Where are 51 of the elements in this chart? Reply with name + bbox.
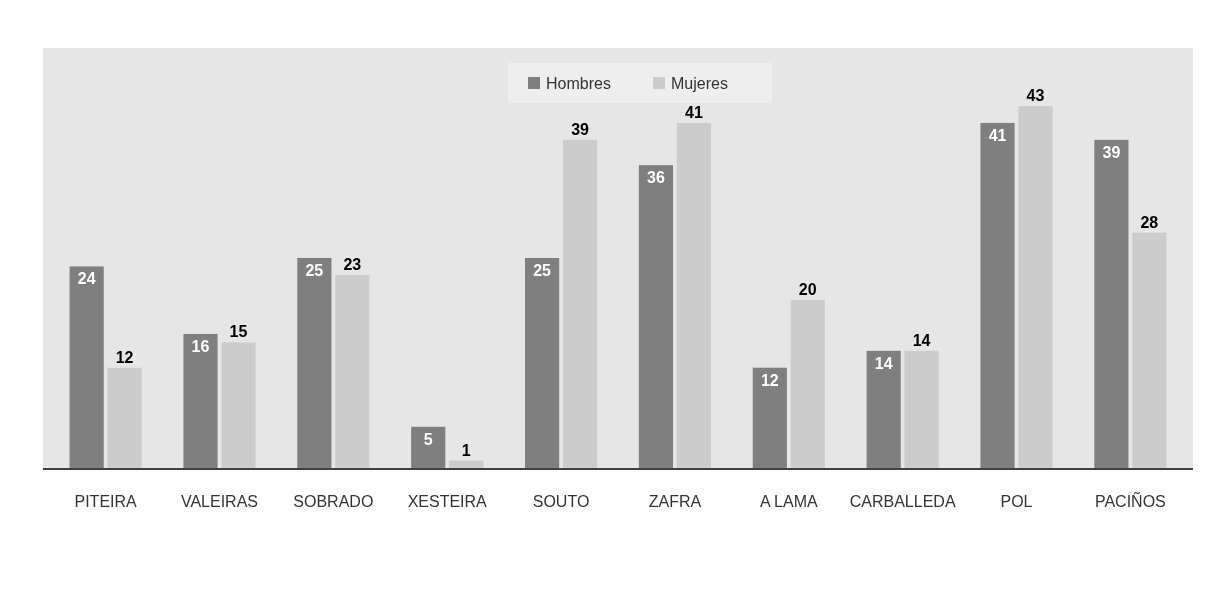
data-label: 25 [533, 261, 552, 279]
bar [297, 257, 332, 469]
data-label: 1 [461, 441, 471, 459]
x-tick-label: CARBALLEDA [849, 493, 956, 510]
legend-label: Hombres [546, 75, 611, 92]
x-tick-label: XESTEIRA [407, 493, 488, 510]
data-label: 24 [77, 270, 96, 288]
bar [1132, 232, 1167, 469]
x-tick-label: PITEIRA [74, 493, 138, 510]
bar [752, 367, 787, 469]
data-label: 36 [647, 169, 665, 187]
x-tick-label: A LAMA [759, 493, 819, 510]
x-tick-label: SOBRADO [293, 493, 374, 510]
x-tick-label: PACIÑOS [1094, 491, 1166, 510]
data-label: 12 [760, 371, 779, 389]
bar [107, 367, 142, 469]
data-label: 43 [1026, 87, 1045, 105]
bar [183, 333, 218, 469]
legend-label: Mujeres [671, 75, 728, 92]
data-label: 14 [912, 331, 931, 349]
bar [1094, 139, 1129, 469]
bar [69, 266, 104, 469]
data-label: 16 [191, 337, 210, 355]
x-tick-label: VALEIRAS [180, 493, 259, 510]
bar [676, 122, 711, 469]
bar [980, 122, 1015, 469]
data-label: 15 [229, 323, 248, 341]
data-label: 41 [685, 103, 703, 121]
x-tick-label: SOUTO [532, 493, 590, 510]
bar [638, 165, 674, 469]
data-label: 28 [1140, 213, 1159, 231]
bar [1018, 106, 1053, 469]
bar [790, 300, 825, 469]
data-label: 39 [571, 120, 590, 138]
bar [221, 342, 256, 469]
data-label: 12 [115, 348, 134, 366]
bar [562, 139, 598, 469]
data-label: 14 [874, 354, 893, 372]
data-label: 41 [988, 126, 1007, 144]
bar [904, 350, 939, 469]
data-label: 20 [798, 281, 817, 299]
data-label: 25 [305, 261, 324, 279]
bar [866, 350, 901, 469]
data-label: 39 [1102, 143, 1121, 161]
bar [411, 426, 446, 469]
bar [525, 257, 560, 469]
x-tick-label: POL [1000, 493, 1033, 510]
data-label: 23 [343, 255, 362, 273]
data-label: 5 [423, 430, 433, 448]
bar [335, 274, 370, 469]
x-tick-label: ZAFRA [648, 493, 702, 510]
